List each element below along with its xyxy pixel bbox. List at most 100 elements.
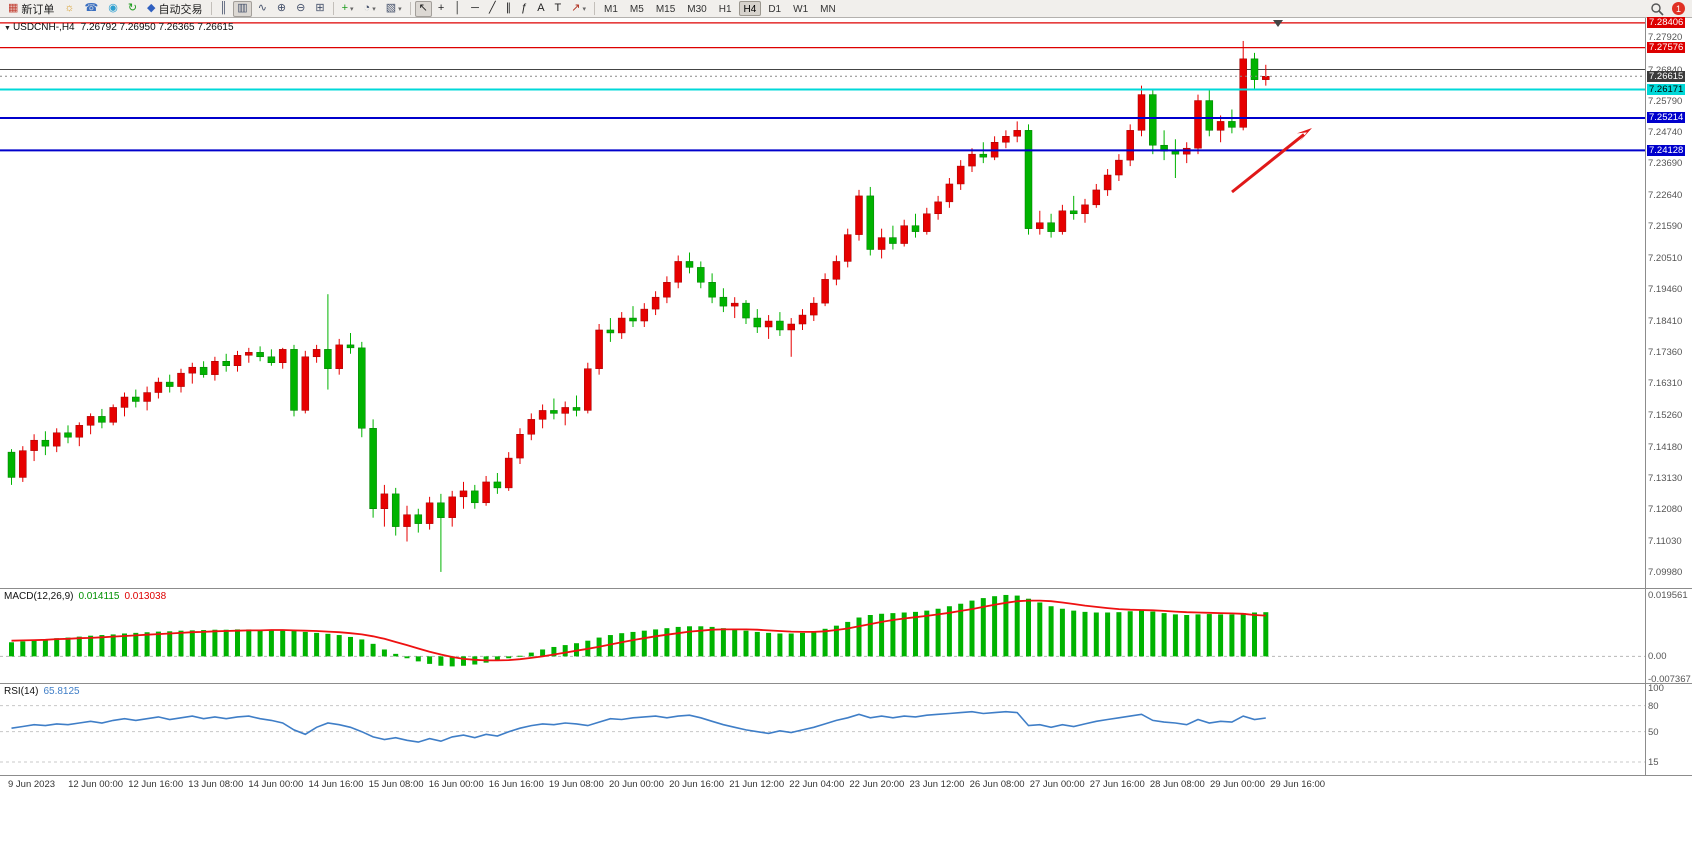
- candle-up: [1216, 121, 1225, 131]
- time-axis-label: 29 Jun 16:00: [1270, 779, 1326, 790]
- refresh-icon[interactable]: ↻: [124, 1, 141, 17]
- candle-down: [290, 349, 298, 411]
- chart-ohlc: 7.26792 7.26950 7.26365 7.26615: [80, 22, 234, 33]
- macd-histogram-bar: [856, 617, 862, 657]
- toolbar-separator: [210, 2, 212, 15]
- channel-icon[interactable]: ∥: [502, 1, 516, 17]
- price-axis-label: 0.00: [1648, 651, 1667, 663]
- panel-separator[interactable]: [0, 683, 1692, 684]
- candle-up: [504, 457, 513, 489]
- candles-series: [7, 40, 1270, 572]
- search-icon[interactable]: [1650, 2, 1664, 16]
- price-axis-label: 7.23690: [1648, 158, 1683, 170]
- new-order-button[interactable]: ▦ 新订单: [4, 1, 58, 17]
- periods-icon[interactable]: ◔ ▾: [360, 1, 380, 17]
- macd-histogram-bar: [574, 643, 579, 657]
- new-order-button-label: 新订单: [21, 3, 55, 16]
- panel-separator[interactable]: [0, 775, 1692, 776]
- autotrading-button[interactable]: ◆ 自动交易: [143, 1, 206, 17]
- time-axis-label: 27 Jun 00:00: [1029, 779, 1085, 790]
- candle-down: [1047, 222, 1055, 232]
- timeframe-m5[interactable]: M5: [629, 4, 644, 15]
- ideas-icon[interactable]: ☼: [60, 1, 78, 17]
- message-icon-glyph: ☎: [84, 2, 99, 14]
- text-icon-glyph: A: [537, 2, 545, 14]
- price-axis-label: 80: [1648, 700, 1659, 712]
- horizontal-line-icon-glyph: ─: [471, 2, 479, 14]
- timeframe-d1[interactable]: D1: [768, 4, 782, 15]
- bar-chart-icon[interactable]: ║: [216, 1, 232, 17]
- main-chart-panel[interactable]: [0, 18, 1646, 588]
- candle-down: [471, 490, 479, 504]
- candle-up: [1115, 159, 1123, 176]
- candle-down: [199, 366, 208, 375]
- line-chart-icon[interactable]: ∿: [254, 1, 271, 17]
- fibonacci-icon[interactable]: ƒ: [517, 1, 531, 17]
- macd-histogram-bar: [381, 649, 387, 657]
- timeframe-m15[interactable]: M15: [655, 4, 676, 15]
- horizontal-line-icon[interactable]: ─: [467, 1, 483, 17]
- timeframe-m30[interactable]: M30: [687, 4, 707, 15]
- arrow-annotation[interactable]: [1231, 128, 1312, 194]
- macd-histogram-bar: [641, 630, 647, 657]
- cursor-icon[interactable]: ↖: [414, 0, 432, 17]
- notification-badge[interactable]: 1: [1672, 2, 1685, 15]
- message-icon[interactable]: ☎: [81, 1, 103, 17]
- macd-histogram-bar: [958, 603, 964, 657]
- macd-histogram-bar: [1252, 612, 1257, 657]
- zoom-out-icon[interactable]: ⊖: [292, 1, 309, 17]
- candle-down: [41, 439, 50, 447]
- candle-down: [369, 428, 377, 509]
- rsi-panel[interactable]: [0, 684, 1646, 775]
- price-axis-label: 7.12080: [1648, 504, 1683, 516]
- timeframe-w1[interactable]: W1: [793, 4, 809, 15]
- candle-up: [843, 234, 852, 262]
- time-axis-label: 20 Jun 00:00: [609, 779, 664, 790]
- candle-up: [877, 237, 886, 250]
- macd-histogram-bar: [122, 633, 127, 657]
- trendline-icon[interactable]: ╱: [485, 1, 500, 17]
- vertical-line-icon[interactable]: │: [450, 1, 465, 17]
- macd-histogram-bar: [664, 628, 670, 657]
- timeframe-mn[interactable]: MN: [820, 4, 836, 15]
- macd-histogram-bar: [1229, 614, 1235, 657]
- timeframe-h4[interactable]: H4: [738, 1, 762, 16]
- indicators-icon[interactable]: + ▾: [338, 1, 358, 17]
- arrows-icon[interactable]: ↗ ▾: [567, 1, 590, 17]
- candle-up: [19, 450, 27, 478]
- crosshair-icon[interactable]: +: [434, 1, 448, 17]
- candle-up: [956, 165, 965, 185]
- chart-shift-marker-icon[interactable]: [1273, 20, 1283, 27]
- candle-up: [312, 349, 321, 358]
- candlestick-chart-icon[interactable]: ▥: [233, 0, 252, 17]
- macd-histogram-bar: [1093, 612, 1099, 657]
- timeframe-m1[interactable]: M1: [604, 4, 618, 15]
- templates-icon[interactable]: ▧ ▾: [382, 1, 406, 17]
- rsi-label: RSI(14): [4, 686, 39, 697]
- macd-histogram-bar: [461, 656, 466, 666]
- time-axis-label: 29 Jun 00:00: [1210, 779, 1265, 790]
- price-axis[interactable]: 7.27920 7.26840 7.25790 7.24740 7.23690 7.226…: [1646, 17, 1692, 843]
- macd-panel[interactable]: [0, 589, 1646, 683]
- text-label-icon[interactable]: T: [551, 1, 566, 17]
- macd-histogram-bar: [890, 613, 896, 657]
- community-icon[interactable]: ◉: [104, 1, 122, 17]
- macd-histogram-bar: [314, 632, 320, 657]
- candle-up: [538, 410, 547, 420]
- macd-histogram-bar: [766, 632, 772, 657]
- price-axis-label: 7.16310: [1648, 378, 1683, 390]
- zoom-in-icon[interactable]: ⊕: [273, 1, 290, 17]
- timeframe-h1[interactable]: H1: [718, 4, 732, 15]
- price-axis-label: 7.24740: [1648, 127, 1683, 139]
- text-icon[interactable]: A: [533, 1, 548, 17]
- refresh-icon-glyph: ↻: [127, 2, 138, 14]
- candle-up: [109, 407, 117, 423]
- candle-down: [165, 381, 174, 387]
- panel-separator[interactable]: [0, 588, 1692, 589]
- macd-histogram-bar: [992, 596, 998, 657]
- price-axis-label: 7.22640: [1648, 189, 1683, 201]
- candle-down: [606, 329, 615, 334]
- tile-windows-icon[interactable]: ⊞: [311, 1, 328, 17]
- candle-down: [256, 352, 264, 358]
